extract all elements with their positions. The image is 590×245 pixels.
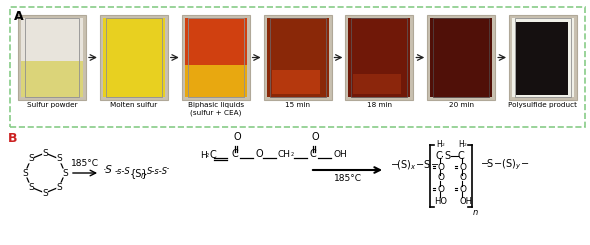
Text: n: n — [473, 208, 478, 217]
Text: $_2$: $_2$ — [205, 151, 209, 160]
Bar — [433, 18, 489, 97]
Text: H: H — [200, 151, 206, 160]
Text: O: O — [233, 132, 241, 142]
Bar — [100, 15, 168, 100]
Text: O: O — [459, 184, 466, 194]
Text: $_2$: $_2$ — [441, 142, 445, 149]
Text: S: S — [22, 169, 28, 177]
Text: O: O — [437, 162, 444, 171]
Bar — [264, 15, 332, 100]
Bar — [348, 18, 410, 97]
Bar — [345, 15, 414, 100]
Bar — [271, 70, 320, 94]
Text: CH: CH — [278, 150, 291, 159]
Text: O: O — [459, 173, 466, 183]
Text: O: O — [437, 184, 444, 194]
Text: H: H — [458, 140, 464, 149]
Bar — [515, 18, 571, 97]
Text: Biphasic liquids
(sulfur + CEA): Biphasic liquids (sulfur + CEA) — [188, 102, 244, 115]
Text: 185°C: 185°C — [333, 174, 362, 183]
Text: S-s-S: S-s-S — [147, 168, 168, 176]
Bar — [25, 18, 79, 97]
Text: O: O — [255, 149, 263, 159]
Text: O: O — [437, 173, 444, 183]
Text: Polysulfide product: Polysulfide product — [509, 102, 578, 108]
Text: S: S — [42, 148, 48, 158]
Bar — [106, 18, 162, 97]
Text: S: S — [62, 169, 68, 177]
Bar — [10, 7, 585, 127]
Text: C: C — [231, 149, 238, 159]
Bar — [351, 18, 407, 97]
Bar — [512, 18, 574, 97]
Text: -s-S: -s-S — [115, 168, 131, 176]
Text: n: n — [141, 172, 146, 181]
Text: Sulfur powder: Sulfur powder — [27, 102, 77, 108]
Text: $-\!{\rm S}\!-\!({\rm S})_y\!-$: $-\!{\rm S}\!-\!({\rm S})_y\!-$ — [480, 158, 529, 172]
Text: Molten sulfur: Molten sulfur — [110, 102, 158, 108]
Bar — [509, 15, 577, 100]
Text: OH: OH — [459, 196, 472, 206]
Text: O: O — [311, 132, 319, 142]
Text: {S}: {S} — [130, 168, 149, 178]
Text: $_2$: $_2$ — [463, 142, 467, 149]
Text: ·: · — [166, 163, 170, 176]
Bar — [270, 18, 326, 97]
Text: C: C — [309, 149, 316, 159]
Text: 20 min: 20 min — [448, 102, 474, 108]
Bar — [516, 22, 568, 95]
Bar — [430, 18, 492, 97]
Text: S: S — [56, 183, 62, 192]
Bar — [267, 18, 329, 97]
Text: C: C — [458, 151, 465, 161]
Bar — [185, 65, 247, 97]
Text: S: S — [28, 183, 34, 192]
Bar — [18, 15, 86, 100]
Bar — [427, 15, 495, 100]
Text: S: S — [28, 154, 34, 163]
Bar — [21, 61, 83, 97]
Text: S: S — [56, 154, 62, 163]
Text: S: S — [42, 188, 48, 197]
Text: 18 min: 18 min — [367, 102, 392, 108]
Bar — [353, 74, 401, 94]
Text: $_2$: $_2$ — [290, 150, 295, 159]
Text: O: O — [459, 162, 466, 171]
Bar — [103, 18, 165, 97]
Text: A: A — [14, 10, 24, 23]
Text: HO: HO — [434, 196, 447, 206]
Bar — [185, 18, 247, 97]
Bar — [188, 18, 244, 97]
Text: $-\!({\rm S})_x\!-\!{\rm S}\!-$: $-\!({\rm S})_x\!-\!{\rm S}\!-$ — [390, 158, 440, 172]
Text: OH: OH — [333, 150, 347, 159]
Text: C: C — [436, 151, 442, 161]
Text: 15 min: 15 min — [285, 102, 310, 108]
Bar — [21, 18, 83, 97]
Text: ·S: ·S — [103, 165, 113, 175]
Text: C: C — [209, 150, 216, 160]
Bar — [182, 15, 250, 100]
Text: 185°C: 185°C — [71, 159, 99, 168]
Text: H: H — [436, 140, 442, 149]
Text: B: B — [8, 132, 18, 145]
Text: S: S — [444, 151, 450, 161]
